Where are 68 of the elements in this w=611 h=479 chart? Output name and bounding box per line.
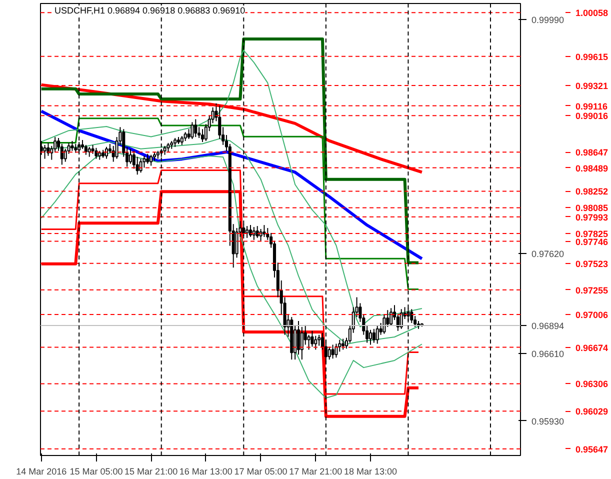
candlestick: [84, 144, 88, 156]
ref-line-label: 1.00058: [576, 8, 608, 18]
candlestick: [334, 343, 338, 358]
ref-line-label: 0.97255: [576, 285, 608, 296]
candlestick: [200, 128, 204, 142]
x-tick-label: 17 Mar 21:00: [289, 466, 342, 476]
ref-line-label: 0.97006: [576, 310, 608, 320]
candlestick: [296, 320, 300, 356]
candlestick: [190, 122, 194, 140]
y-tick-label: 0.99990: [532, 14, 564, 25]
candlestick: [194, 118, 198, 138]
candlestick: [150, 154, 153, 166]
candlestick: [342, 338, 345, 350]
candlestick: [70, 140, 74, 152]
ref-line-label: 0.96674: [576, 342, 608, 353]
candlestick: [307, 334, 310, 350]
y-tick-label: 0.97620: [532, 249, 564, 260]
ref-line-label: 0.99116: [576, 101, 608, 112]
candlestick: [142, 155, 146, 168]
candlestick: [400, 308, 403, 330]
candlestick: [262, 224, 266, 238]
chart-title: USDCHF,H1 0.96894 0.96918 0.96883 0.96910: [54, 6, 246, 16]
candlestick: [88, 146, 91, 158]
candlestick: [314, 335, 318, 350]
candlestick: [146, 153, 150, 164]
line-series: [40, 138, 422, 345]
candlestick: [310, 330, 314, 348]
candlestick: [318, 334, 321, 346]
ref-line-label: 0.98252: [576, 186, 608, 197]
candlestick: [128, 148, 132, 164]
ref-line-label: 0.96029: [576, 406, 608, 417]
x-tick-label: 18 Mar 13:00: [344, 466, 398, 476]
candlestick: [43, 144, 46, 160]
ref-line-label: 0.99321: [576, 80, 608, 91]
x-tick-label: 17 Mar 05:00: [234, 466, 288, 476]
candlestick: [256, 226, 259, 238]
y-tick-label: 0.95930: [532, 416, 564, 426]
x-tick-label: 15 Mar 21:00: [124, 466, 178, 476]
candlestick: [187, 128, 190, 140]
candlestick: [104, 146, 108, 160]
line-series: [40, 50, 422, 328]
ref-line-label: 0.98647: [576, 148, 608, 158]
candlestick: [46, 142, 50, 156]
y-tick-label: 0.96610: [532, 349, 564, 360]
ref-line-label: 0.96894: [532, 321, 564, 332]
ref-line-label: 0.97825: [576, 228, 608, 239]
x-tick-label: 15 Mar 05:00: [70, 466, 123, 476]
ref-line-label: 0.98489: [576, 163, 608, 174]
candlestick: [390, 308, 393, 326]
ref-line-label: 0.97993: [576, 212, 608, 222]
candlestick: [300, 326, 304, 360]
candlestick: [94, 147, 98, 160]
candlestick: [368, 329, 372, 346]
ref-line-label: 0.97746: [576, 236, 608, 247]
x-tick-label: 14 Mar 2016: [16, 466, 67, 476]
candlestick: [139, 158, 142, 174]
candlestick: [376, 325, 379, 344]
line-series: [40, 38, 420, 264]
ref-line-label: 0.95647: [576, 444, 608, 454]
ref-line-label: 0.99615: [576, 52, 608, 62]
candlestick: [372, 328, 376, 344]
ref-line-label: 0.96306: [576, 379, 608, 390]
ref-line-label: 0.98085: [576, 203, 608, 214]
ref-line-label: 0.99016: [576, 111, 608, 122]
candlestick: [331, 344, 334, 360]
line-series: [40, 118, 420, 290]
ref-line-label: 0.97523: [576, 258, 608, 269]
x-tick-label: 16 Mar 13:00: [179, 466, 232, 476]
